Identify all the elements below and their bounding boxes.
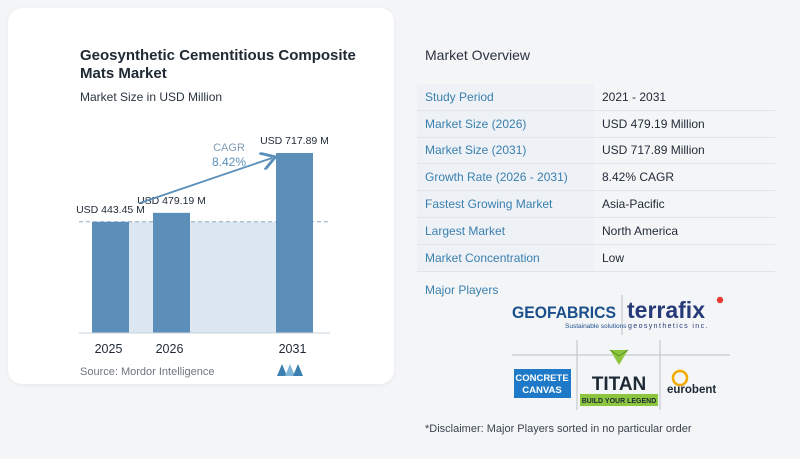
major-players-title: Major Players <box>425 283 499 297</box>
cagr-arrow <box>139 158 272 204</box>
svg-text:CANVAS: CANVAS <box>522 385 561 396</box>
disclaimer-text: *Disclaimer: Major Players sorted in no … <box>425 423 692 435</box>
overview-label: Growth Rate (2026 - 2031) <box>417 164 594 191</box>
x-tick-label: 2031 <box>279 342 307 356</box>
overview-value: USD 479.19 Million <box>602 116 705 131</box>
overview-value: Low <box>602 250 625 265</box>
overview-row: Market Size (2026) USD 479.19 Million <box>417 110 775 138</box>
mordor-logo-icon <box>277 364 303 376</box>
source-text: Source: Mordor Intelligence <box>80 366 215 378</box>
chart-subtitle: Market Size in USD Million <box>80 90 223 104</box>
svg-text:TITAN: TITAN <box>592 374 647 395</box>
bar-value-label: USD 443.45 M <box>76 204 145 216</box>
chart-title: Geosynthetic Cementitious Composite Mats… <box>80 47 356 82</box>
overview-label: Fastest Growing Market <box>417 191 594 217</box>
overview-label: Study Period <box>417 84 594 110</box>
overview-row: Growth Rate (2026 - 2031) 8.42% CAGR <box>417 164 775 192</box>
overview-title: Market Overview <box>425 47 531 63</box>
svg-text:BUILD YOUR LEGEND: BUILD YOUR LEGEND <box>582 398 657 405</box>
overview-label: Market Size (2026) <box>417 110 594 137</box>
overview-row: Market Concentration Low <box>417 244 775 272</box>
concrete-canvas-logo: CONCRETE CANVAS <box>514 369 571 398</box>
x-tick-label: 2025 <box>95 342 123 356</box>
x-tick-label: 2026 <box>156 342 184 356</box>
overview-value: 2021 - 2031 <box>602 89 667 104</box>
bar-2031 <box>276 153 313 333</box>
eurobent-logo: eurobent <box>667 369 716 396</box>
svg-text:geosynthetics inc.: geosynthetics inc. <box>628 323 709 330</box>
titan-logo: TITAN BUILD YOUR LEGEND <box>580 349 658 406</box>
svg-text:Sustainable solutions: Sustainable solutions <box>565 323 627 330</box>
overview-label: Market Size (2031) <box>417 137 594 164</box>
terrafix-logo: terrafix geosynthetics inc. <box>627 296 724 330</box>
overview-label: Largest Market <box>417 217 594 244</box>
titan-gem-icon <box>610 350 628 365</box>
overview-value: Asia-Pacific <box>602 197 665 212</box>
overview-value: North America <box>602 223 679 238</box>
overview-value: USD 717.89 Million <box>602 143 705 158</box>
overview-row: Fastest Growing Market Asia-Pacific <box>417 191 775 218</box>
overview-row: Largest Market North America <box>417 217 775 245</box>
overview-value: 8.42% CAGR <box>602 170 675 185</box>
svg-text:eurobent: eurobent <box>667 384 716 396</box>
eurobent-swirl-icon <box>671 369 689 387</box>
overview-row: Study Period 2021 - 2031 <box>417 84 775 111</box>
geofabrics-logo: GEOFABRICS Sustainable solutions <box>512 303 627 330</box>
overview-row: Market Size (2031) USD 717.89 Million <box>417 137 775 165</box>
player-logos: GEOFABRICS Sustainable solutions terrafi… <box>512 295 730 410</box>
bar-2026 <box>153 212 190 333</box>
bar-2025 <box>92 221 129 333</box>
overview-label: Market Concentration <box>417 244 594 271</box>
svg-text:terrafix: terrafix <box>627 297 705 323</box>
svg-text:GEOFABRICS: GEOFABRICS <box>512 303 616 322</box>
overview-table: Study Period 2021 - 2031 Market Size (20… <box>417 84 775 272</box>
cagr-label: CAGR <box>213 142 245 154</box>
terrafix-dot-icon <box>716 296 724 304</box>
svg-text:CONCRETE: CONCRETE <box>515 373 568 384</box>
cagr-value: 8.42% <box>212 155 246 169</box>
bar-value-label: USD 717.89 M <box>260 135 329 147</box>
